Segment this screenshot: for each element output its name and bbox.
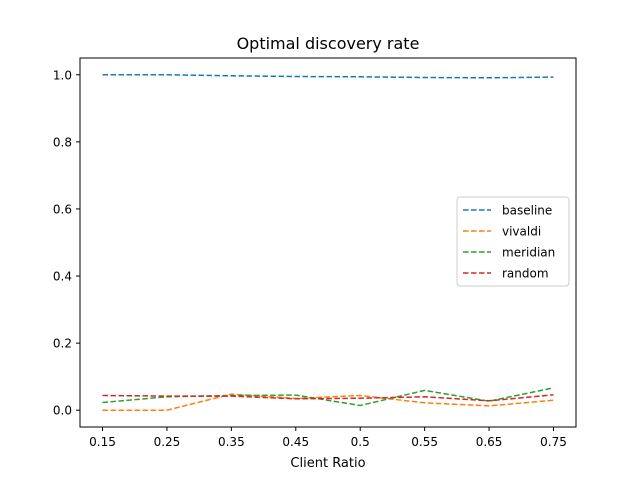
y-axis: 0.0 0.2 0.4 0.6 0.8 1.0 — [53, 68, 80, 418]
y-tick-label: 1.0 — [53, 68, 72, 82]
x-tick-label: 0.45 — [282, 435, 309, 449]
plot-frame — [79, 57, 577, 428]
x-tick-label: 0.5 — [351, 435, 370, 449]
x-tick-label: 0.15 — [89, 435, 116, 449]
chart-title: Optimal discovery rate — [237, 34, 420, 53]
y-tick-label: 0.6 — [53, 202, 72, 216]
x-tick-label: 0.25 — [154, 435, 181, 449]
y-tick-label: 0.2 — [53, 337, 72, 351]
x-axis: 0.15 0.25 0.35 0.45 0.5 0.55 0.65 0.75 — [89, 427, 567, 449]
series-line-vivaldi — [102, 393, 554, 411]
series-line-baseline — [102, 74, 554, 79]
x-tick-label: 0.65 — [476, 435, 503, 449]
x-tick-label: 0.35 — [218, 435, 245, 449]
legend-label-vivaldi: vivaldi — [502, 225, 541, 239]
x-tick-label: 0.75 — [540, 435, 567, 449]
series-line-random — [102, 394, 554, 402]
series-layer — [102, 74, 554, 411]
legend: baseline vivaldi meridian random — [456, 196, 570, 287]
y-tick-label: 0.0 — [53, 404, 72, 418]
legend-label-random: random — [502, 267, 549, 281]
x-axis-label: Client Ratio — [290, 456, 365, 471]
legend-label-baseline: baseline — [502, 204, 552, 218]
y-tick-label: 0.4 — [53, 270, 72, 284]
x-tick-label: 0.55 — [411, 435, 438, 449]
legend-box — [456, 196, 570, 287]
legend-label-meridian: meridian — [502, 246, 555, 260]
y-tick-label: 0.8 — [53, 135, 72, 149]
